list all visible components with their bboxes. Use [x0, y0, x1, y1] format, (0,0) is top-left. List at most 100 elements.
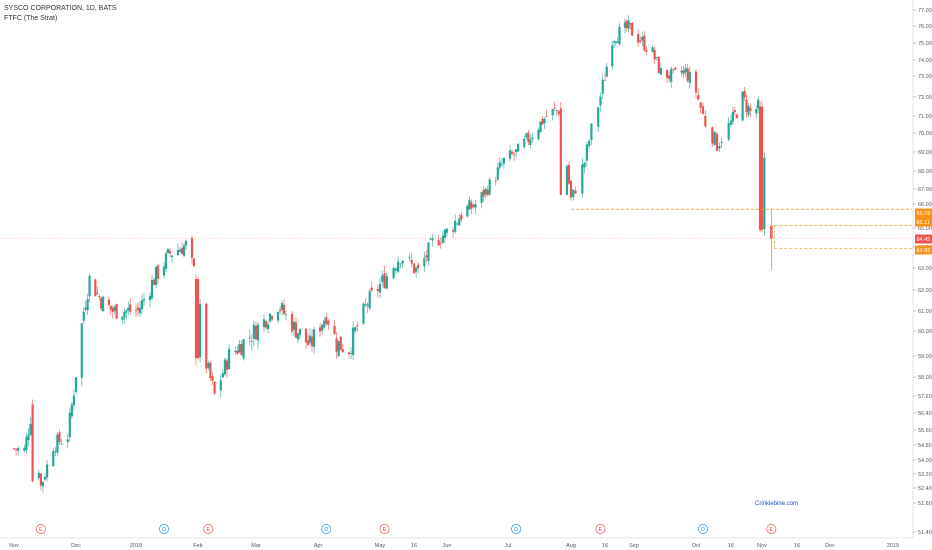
- candle-body: [266, 324, 270, 330]
- candle-body: [488, 179, 491, 195]
- price-axis[interactable]: 77.00 76.00 75.00 74.00 73.00 72.00 71.00 70.00…: [912, 0, 932, 538]
- candle-body: [553, 107, 556, 109]
- candle-body: [182, 245, 186, 256]
- time-tick-label: Oct: [692, 543, 701, 549]
- candle-body: [474, 203, 477, 208]
- candle-body: [631, 23, 634, 36]
- candle-body: [68, 412, 71, 438]
- candle-body: [408, 257, 411, 259]
- time-tick-label: Nov: [9, 543, 19, 549]
- candle-body: [537, 129, 540, 140]
- candle-body: [539, 121, 542, 132]
- candle-body: [629, 23, 632, 25]
- candle-body: [597, 107, 600, 127]
- candle-body: [567, 164, 571, 184]
- candle-body: [525, 133, 528, 138]
- candle-body: [256, 324, 260, 341]
- dividend-marker[interactable]: [321, 524, 332, 534]
- candle-body: [684, 67, 687, 73]
- time-tick-label: May: [375, 543, 386, 549]
- price-tick-label: 54.00: [918, 458, 932, 464]
- candle-body: [96, 292, 99, 294]
- time-tick-label: 16: [411, 543, 417, 549]
- candle-body: [557, 111, 560, 115]
- candle-body: [113, 306, 116, 311]
- candle-body: [439, 242, 442, 244]
- candle-body: [14, 448, 18, 451]
- candle-body: [588, 140, 591, 147]
- candle-body: [399, 263, 402, 265]
- price-tick-label: 71.00: [918, 114, 932, 120]
- candle-body: [364, 304, 367, 306]
- candle-body: [312, 329, 316, 347]
- candle-body: [697, 95, 700, 100]
- candle-body: [242, 339, 245, 359]
- candle-body: [704, 116, 707, 127]
- candle-body: [590, 123, 593, 140]
- candle-body: [72, 395, 76, 406]
- candle-body: [31, 404, 34, 481]
- candle-body: [612, 41, 616, 43]
- candle-body: [25, 436, 28, 451]
- candle-body: [670, 68, 673, 82]
- time-tick-label: 16: [602, 543, 608, 549]
- candle-body: [52, 451, 55, 467]
- earnings-marker[interactable]: [595, 524, 606, 534]
- candle-body: [156, 265, 160, 279]
- candle-body: [565, 165, 569, 195]
- candle-body: [219, 380, 222, 391]
- candle-body: [559, 108, 562, 195]
- candle-body: [250, 340, 253, 342]
- candle-body: [43, 476, 47, 480]
- price-tick-label: 60.00: [918, 329, 932, 335]
- candle-body: [515, 149, 518, 153]
- dividend-marker[interactable]: [159, 524, 169, 534]
- candle-body: [115, 304, 118, 319]
- candle-body: [150, 279, 154, 299]
- candle-body: [510, 151, 514, 154]
- candle-body: [88, 275, 91, 297]
- candle-body: [456, 223, 459, 225]
- candle-body: [238, 344, 241, 353]
- candle-body: [718, 145, 721, 149]
- candle-body: [284, 313, 288, 315]
- candle-body: [162, 266, 166, 276]
- dividend-marker[interactable]: [698, 524, 708, 534]
- candle-body: [335, 338, 338, 352]
- candle-body: [672, 69, 675, 70]
- candle-body: [735, 114, 738, 119]
- candle-body: [747, 106, 750, 116]
- candle-body: [270, 316, 274, 320]
- level-lines: [0, 208, 912, 250]
- candle-body: [207, 363, 210, 368]
- candle-body: [164, 253, 168, 269]
- candle-body: [668, 75, 671, 79]
- time-tick-label: Aug: [566, 543, 576, 549]
- candle-body: [623, 22, 627, 28]
- earnings-marker[interactable]: [203, 524, 214, 534]
- earnings-marker[interactable]: [766, 524, 777, 534]
- price-tick-label: 65.00: [918, 226, 932, 232]
- candle-body: [54, 451, 57, 453]
- time-tick-label: 16: [794, 543, 800, 549]
- candle-body: [12, 448, 16, 450]
- candle-body: [397, 261, 400, 272]
- dividend-marker[interactable]: [511, 524, 522, 534]
- candle-body: [221, 373, 224, 378]
- candle-body: [601, 79, 604, 94]
- price-tag-label: 63.92: [917, 248, 931, 254]
- earnings-marker[interactable]: [379, 524, 390, 534]
- candle-body: [569, 180, 573, 198]
- candle-body: [639, 40, 642, 42]
- candle-body: [368, 291, 371, 309]
- event-marker-label: D: [701, 527, 705, 533]
- earnings-marker[interactable]: [35, 524, 46, 534]
- event-marker-label: E: [383, 527, 387, 533]
- candle-body: [427, 242, 430, 261]
- price-tag: [915, 208, 932, 218]
- candle-body: [529, 139, 532, 146]
- candle-body: [729, 120, 733, 125]
- event-marker-label: D: [324, 527, 328, 533]
- time-axis[interactable]: Nov Dec 2018 Feb Mar Apr May 16 Jun Jul Aug 16 Sep Oc…: [0, 537, 913, 549]
